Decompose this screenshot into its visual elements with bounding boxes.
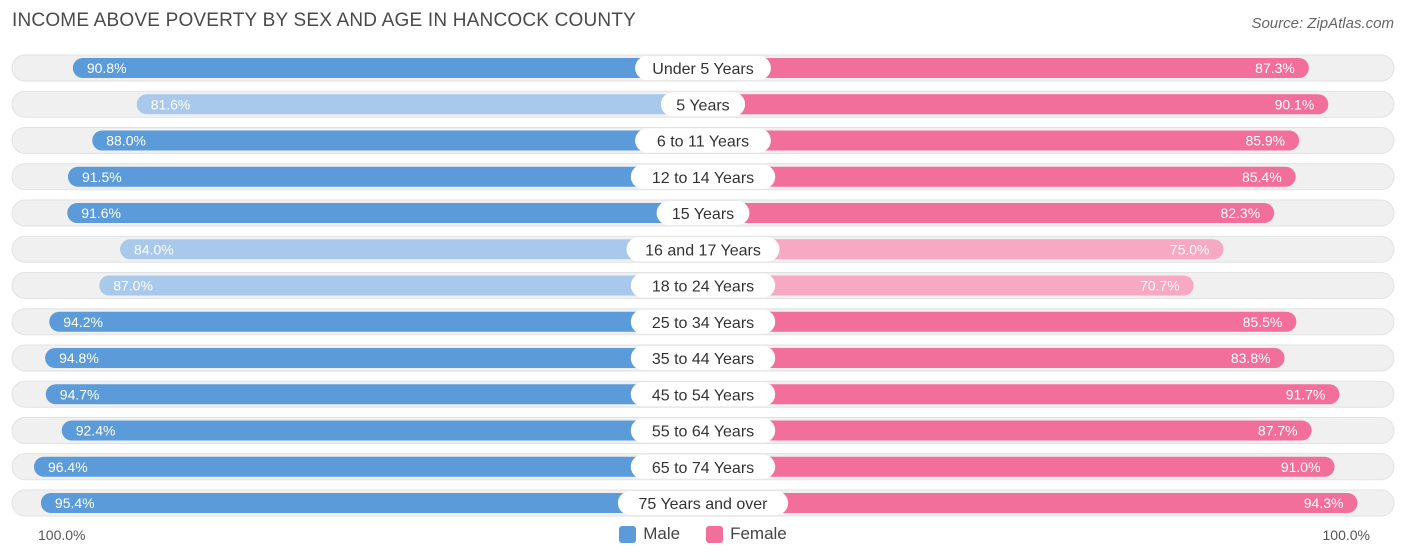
- category-label: 35 to 44 Years: [652, 351, 754, 368]
- male-bar: [45, 348, 703, 368]
- female-value-label: 83.8%: [1231, 350, 1271, 366]
- male-bar: [67, 203, 703, 223]
- male-bar: [33, 456, 703, 477]
- female-bar: [703, 384, 1340, 405]
- category-label-pill: [630, 164, 776, 189]
- male-value-label: 91.5%: [82, 169, 122, 185]
- legend-swatch-male: [619, 525, 637, 543]
- female-value-label: 75.0%: [1170, 241, 1210, 257]
- female-value-label: 82.3%: [1220, 205, 1260, 221]
- male-value-label: 91.6%: [81, 205, 121, 221]
- female-value-label: 87.7%: [1258, 423, 1298, 439]
- female-bar: [703, 58, 1309, 78]
- category-label: 6 to 11 Years: [657, 134, 749, 151]
- category-label-pill: [626, 237, 780, 262]
- male-value-label: 81.6%: [151, 96, 191, 112]
- male-bar: [49, 311, 703, 332]
- axis-right-label: 100.0%: [1322, 527, 1370, 543]
- category-label-pill: [630, 382, 776, 407]
- female-bar: [703, 166, 1296, 187]
- female-value-label: 87.3%: [1255, 60, 1295, 76]
- female-value-label: 91.0%: [1281, 459, 1321, 475]
- legend-label-female: Female: [730, 524, 787, 543]
- category-label-pill: [630, 418, 776, 443]
- female-bar: [703, 94, 1329, 115]
- category-label-pill: [630, 346, 776, 370]
- male-bar: [67, 166, 704, 187]
- female-bar: [703, 311, 1297, 332]
- female-value-label: 70.7%: [1140, 278, 1180, 294]
- category-label-pill: [630, 454, 776, 479]
- male-value-label: 94.8%: [59, 350, 99, 366]
- male-value-label: 92.4%: [76, 423, 116, 439]
- male-value-label: 90.8%: [87, 60, 127, 76]
- male-bar: [99, 275, 704, 296]
- male-bar: [61, 420, 703, 441]
- category-label-pill: [630, 273, 776, 298]
- female-bar: [703, 130, 1300, 151]
- female-bar: [703, 348, 1285, 368]
- male-value-label: 95.4%: [55, 495, 95, 511]
- category-label-pill: [635, 128, 771, 153]
- category-label: 15 Years: [672, 206, 734, 223]
- category-label: 75 Years and over: [639, 496, 769, 513]
- female-value-label: 90.1%: [1275, 96, 1315, 112]
- chart-title: INCOME ABOVE POVERTY BY SEX AND AGE IN H…: [12, 10, 637, 31]
- category-label: 5 Years: [676, 97, 729, 114]
- category-label: 16 and 17 Years: [645, 242, 761, 259]
- axis-left-label: 100.0%: [38, 527, 86, 543]
- category-label: 18 to 24 Years: [652, 279, 754, 296]
- legend-swatch-female: [706, 525, 724, 543]
- female-value-label: 85.5%: [1243, 314, 1283, 330]
- female-bar: [703, 493, 1358, 513]
- category-label: 65 to 74 Years: [652, 460, 754, 477]
- legend-label-male: Male: [643, 524, 681, 543]
- male-value-label: 88.0%: [106, 133, 146, 149]
- female-bar: [703, 203, 1275, 223]
- female-bar: [703, 420, 1312, 441]
- male-bar: [40, 493, 703, 513]
- female-value-label: 94.3%: [1304, 495, 1344, 511]
- male-value-label: 84.0%: [134, 241, 174, 257]
- male-value-label: 87.0%: [113, 278, 153, 294]
- male-bar: [92, 130, 703, 151]
- category-label-pill: [617, 491, 789, 515]
- category-label: Under 5 Years: [652, 61, 753, 78]
- female-bar: [703, 275, 1194, 296]
- chart-canvas: 90.8% 87.3% Under 5 Years 81.6% 90.1% 5 Years…: [11, 54, 1395, 517]
- male-bar: [45, 384, 704, 405]
- male-value-label: 94.2%: [63, 314, 103, 330]
- legend-item-male: Male: [619, 524, 680, 544]
- category-label-pill: [630, 309, 776, 334]
- male-bar: [72, 58, 703, 78]
- female-value-label: 91.7%: [1286, 386, 1326, 402]
- female-bar: [703, 456, 1335, 477]
- male-bar: [136, 94, 704, 115]
- source-note: Source: ZipAtlas.com: [1251, 15, 1394, 32]
- male-bar: [120, 239, 704, 260]
- female-value-label: 85.9%: [1245, 133, 1285, 149]
- category-label: 25 to 34 Years: [652, 315, 754, 332]
- legend: Male Female: [0, 524, 1406, 544]
- male-value-label: 96.4%: [48, 459, 88, 475]
- category-label: 45 to 54 Years: [652, 387, 754, 404]
- female-value-label: 85.4%: [1242, 169, 1282, 185]
- female-bar: [703, 239, 1224, 260]
- category-label-pill: [660, 92, 746, 117]
- male-value-label: 94.7%: [60, 386, 100, 402]
- category-label: 12 to 14 Years: [652, 170, 754, 187]
- legend-item-female: Female: [706, 524, 787, 544]
- category-label-pill: [635, 56, 771, 80]
- category-label: 55 to 64 Years: [652, 424, 754, 441]
- category-label-pill: [656, 201, 750, 225]
